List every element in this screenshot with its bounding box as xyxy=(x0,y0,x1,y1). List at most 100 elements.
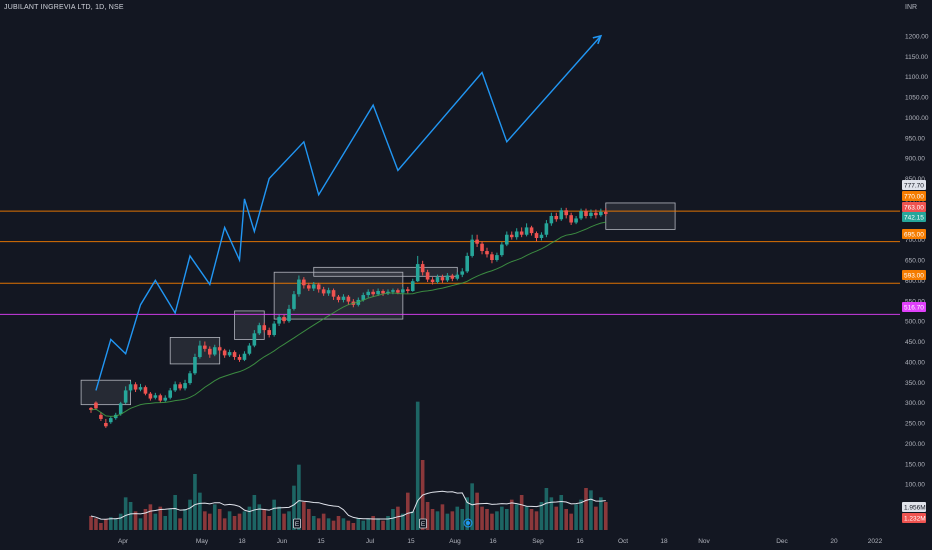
candle-body xyxy=(475,239,479,244)
projection-path[interactable] xyxy=(95,34,603,391)
volume-bar xyxy=(94,518,98,530)
time-tick-label: May xyxy=(196,538,209,545)
candle-body xyxy=(153,395,158,398)
candle-body xyxy=(425,272,430,280)
time-tick-label: Oct xyxy=(618,538,628,545)
candle-body xyxy=(579,211,583,219)
time-axis[interactable]: Apr May 18 Jun 15 Jul 15 Aug 16 Sep 16 Oct 18 Nov Dec 2… xyxy=(118,538,883,545)
volume-bar xyxy=(604,502,608,530)
candle-body xyxy=(257,325,262,334)
volume-bar xyxy=(505,509,509,530)
candle-body xyxy=(247,345,252,354)
candle-body xyxy=(574,218,578,223)
candle-body xyxy=(168,390,172,398)
consolidation-box xyxy=(313,266,458,277)
candle-body xyxy=(549,215,554,224)
volume-bar xyxy=(247,506,252,530)
chart-title: JUBILANT INGREVIA LTD, 1D, NSE xyxy=(4,4,124,11)
volume-bar xyxy=(485,509,489,530)
price-tick-label: 350.00 xyxy=(905,380,925,387)
volume-bar xyxy=(480,506,484,530)
candle-body xyxy=(564,210,568,216)
volume-bar xyxy=(564,509,568,530)
volume-bar xyxy=(415,401,420,530)
candle-body xyxy=(302,279,306,286)
time-tick-label: Aug xyxy=(449,538,461,545)
price-tag xyxy=(902,229,926,239)
time-tick-label: 2022 xyxy=(868,538,883,545)
candle-body xyxy=(490,254,494,260)
candle-body xyxy=(554,215,559,220)
volume-bar xyxy=(386,516,390,530)
volume-bar xyxy=(123,497,128,530)
candle-body xyxy=(415,264,420,282)
price-tick-label: 200.00 xyxy=(905,441,925,448)
volume-bar xyxy=(336,516,341,530)
candle-body xyxy=(267,330,271,335)
candle-body xyxy=(321,289,326,294)
volume-bar xyxy=(297,464,301,530)
candle-body xyxy=(589,212,593,216)
earnings-marker[interactable] xyxy=(419,518,427,529)
candle-body xyxy=(470,239,474,256)
volume-bar xyxy=(381,520,385,530)
candle-body xyxy=(203,345,207,349)
candle-body xyxy=(514,231,519,238)
volume-bar xyxy=(89,516,93,530)
candle-body xyxy=(163,397,168,401)
price-tick-label: 650.00 xyxy=(905,258,925,265)
price-tag xyxy=(902,202,926,212)
volume-bar xyxy=(99,523,103,530)
price-tick-label: 850.00 xyxy=(905,176,925,183)
volume-bar xyxy=(257,504,262,530)
volume-bar xyxy=(514,504,519,530)
volume-bar xyxy=(539,502,544,530)
volume-bar xyxy=(143,509,148,530)
volume-bar xyxy=(242,511,247,530)
volume-bar xyxy=(509,499,514,530)
price-tick-label: 1050.00 xyxy=(905,95,929,102)
volume-bar xyxy=(272,499,276,530)
consolidation-box xyxy=(605,202,676,230)
candle-body xyxy=(307,285,311,289)
volume-bar xyxy=(212,504,217,530)
earnings-marker[interactable] xyxy=(293,518,301,529)
volume-bar xyxy=(559,495,564,530)
candle-body xyxy=(217,347,222,351)
projection-line[interactable] xyxy=(95,35,602,391)
price-tick-label: 250.00 xyxy=(905,421,925,428)
volume-bar xyxy=(287,511,291,530)
candle-body xyxy=(361,295,366,300)
price-tick-label: 1150.00 xyxy=(905,54,928,61)
candle-body xyxy=(183,383,187,389)
volume-bar xyxy=(326,518,331,530)
candles xyxy=(89,207,608,428)
volume-bar xyxy=(366,518,370,530)
price-tag-label: 763.00 xyxy=(904,205,924,212)
candle-body xyxy=(445,275,450,281)
volume-bar xyxy=(440,504,445,530)
candle-body xyxy=(138,387,143,390)
price-tick-label: 500.00 xyxy=(905,319,925,326)
volume-bar xyxy=(118,513,123,530)
candle-body xyxy=(208,348,212,355)
volume-bar xyxy=(232,516,237,530)
time-tick-label: Jul xyxy=(366,538,375,545)
candle-body xyxy=(559,210,564,220)
candle-body xyxy=(262,325,267,331)
volume-bar xyxy=(173,495,177,530)
volume-bar xyxy=(302,502,306,530)
candle-body xyxy=(227,352,232,356)
volume-bar xyxy=(465,497,469,530)
volume-bar xyxy=(168,509,172,530)
volume-bar xyxy=(341,518,346,530)
volume-bar xyxy=(584,488,588,530)
volume-bar xyxy=(569,513,573,530)
candle-body xyxy=(277,317,281,324)
dividend-marker-icon[interactable] xyxy=(463,518,473,528)
candle-body xyxy=(89,407,93,410)
volume-bar xyxy=(227,511,232,530)
volume-bar xyxy=(460,509,465,530)
